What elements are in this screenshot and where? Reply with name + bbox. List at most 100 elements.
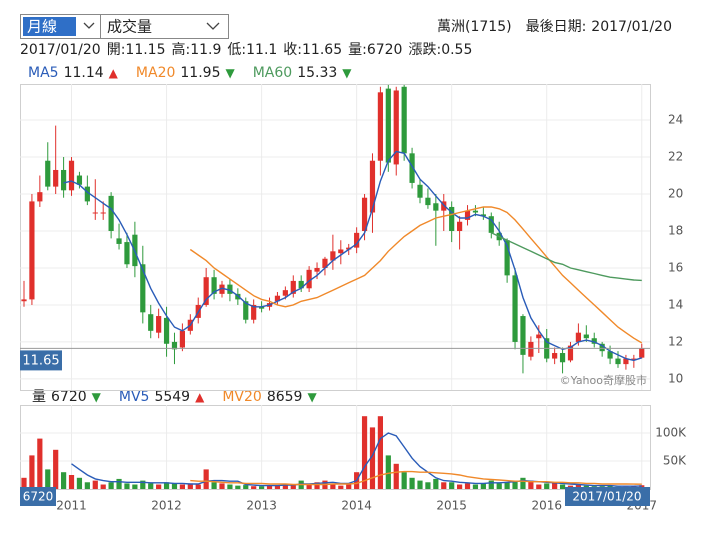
volume-bar (37, 438, 43, 489)
candle-body (401, 86, 407, 154)
volume-bar (575, 484, 581, 489)
candle-body (227, 284, 233, 294)
volume-bar (480, 483, 486, 489)
volume-bar (45, 469, 51, 489)
plot-layer (21, 84, 645, 489)
volume-bar (68, 475, 75, 489)
candle-body (259, 306, 265, 309)
volume-bar (187, 483, 193, 489)
volume-bar (496, 483, 502, 489)
volume-bar (179, 484, 185, 489)
volume-bar (76, 477, 83, 489)
select-box[interactable] (100, 14, 229, 39)
legend-arrow: ▲ (195, 390, 205, 404)
last-date: 2017/01/20 (591, 19, 672, 35)
candle-body (536, 334, 542, 339)
candle-body (100, 212, 106, 214)
legend-arrow: ▼ (307, 390, 317, 404)
volume-bar (171, 483, 178, 489)
volume-bar (243, 485, 249, 489)
volume-bar (282, 484, 288, 489)
volume-bar (472, 484, 479, 489)
watermark: ©Yahoo奇摩股市 (560, 373, 647, 387)
candle-body (449, 206, 455, 231)
candle-body (615, 358, 621, 365)
candle-body (116, 238, 122, 244)
candle-body (552, 353, 558, 359)
dropdown-arrow (206, 22, 220, 30)
volume-bar (330, 484, 336, 489)
x-tick-label: 2012 (151, 499, 182, 513)
average-line (190, 470, 642, 486)
legend-name: MA5 (28, 65, 59, 81)
quote-field-value: 0.55 (441, 42, 472, 58)
candle-body (346, 247, 352, 250)
candle-body (599, 343, 605, 352)
candle-body (92, 212, 98, 214)
quote-field-value: 11.15 (125, 42, 165, 58)
volume-panel (20, 405, 651, 490)
period-label[interactable]: 月線 (27, 18, 57, 36)
average-line (189, 206, 643, 344)
last-price-box (20, 350, 62, 371)
candle-body (338, 249, 344, 254)
candle-body (274, 295, 281, 302)
legend-name: MA20 (136, 65, 175, 81)
volume-bar (148, 483, 154, 489)
candle-body (298, 280, 304, 289)
candle-body (148, 314, 154, 331)
x-tick-label: 2013 (246, 499, 277, 513)
candle-body (488, 216, 494, 233)
quote-field-label: 低: (227, 42, 246, 58)
candle-body (354, 232, 360, 248)
candle-body (37, 192, 43, 202)
volume-bar (385, 455, 391, 489)
y-tick-label: 10 (668, 371, 683, 385)
indicator-label[interactable]: 成交量 (107, 18, 152, 36)
legend-value: 11.95 (180, 65, 220, 81)
volume-bar (441, 482, 447, 489)
legend-value: 11.14 (64, 65, 104, 81)
candle-body (61, 169, 67, 191)
overlay-layer: 11.65 ©Yahoo奇摩股市 6720 2017/01/20 (20, 347, 650, 506)
volume-bar (528, 480, 534, 489)
candle-body (108, 195, 114, 231)
volume-bar (53, 449, 59, 489)
candle-body (583, 334, 589, 339)
candle-body (290, 280, 296, 294)
last-date-box (565, 487, 650, 506)
volume-bar (132, 484, 138, 489)
legend-arrow: ▼ (225, 66, 235, 80)
candle-body (45, 160, 51, 187)
candle-body (124, 242, 130, 265)
candle-body (528, 341, 534, 357)
quote-field-label: 高: (172, 41, 191, 58)
volume-bar (346, 483, 352, 489)
price-panel (20, 84, 651, 391)
legend-value: 8659 (267, 389, 303, 405)
average-line (63, 150, 643, 362)
volume-bar (559, 484, 566, 489)
candle-body (179, 330, 185, 348)
candle-body (512, 275, 518, 342)
volume-bar (116, 478, 122, 489)
indicator-select[interactable]: 成交量 (100, 14, 229, 39)
quote-field-value: 6720 (367, 42, 403, 58)
volume-bar (195, 484, 201, 489)
quote-field-label: 開: (107, 42, 126, 58)
average-line (491, 232, 642, 282)
y-tick-label: 100K (655, 426, 687, 440)
candle-body (559, 353, 566, 363)
volume-bar (361, 416, 368, 489)
volume-bar (21, 477, 27, 489)
quote-field-label: 漲跌: (408, 42, 441, 58)
candle-body (76, 175, 83, 185)
volume-bar (314, 482, 320, 489)
volume-bar (425, 482, 431, 489)
volume-bar (393, 463, 399, 489)
candle-body (425, 197, 431, 206)
y-tick-label: 16 (668, 260, 683, 274)
candle-body (219, 284, 225, 294)
legend-name: MV5 (119, 389, 150, 405)
period-select[interactable]: 月線 (20, 14, 101, 39)
